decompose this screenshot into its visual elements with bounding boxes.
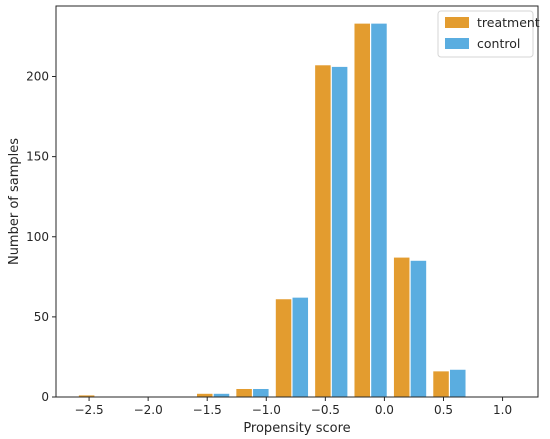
- y-tick-label: 50: [34, 310, 49, 324]
- x-tick-label: 0.5: [434, 403, 453, 417]
- bar-treatment-6: [315, 65, 331, 397]
- legend-label-control: control: [477, 36, 520, 51]
- y-axis-ticks: 0 50 100 150 200: [26, 70, 56, 404]
- y-tick-label: 200: [26, 70, 49, 84]
- bar-control-4: [253, 388, 269, 397]
- y-tick-label: 100: [26, 230, 49, 244]
- x-tick-label: 0.0: [375, 403, 394, 417]
- y-tick-label: 150: [26, 150, 49, 164]
- x-tick-label: 1.0: [493, 403, 512, 417]
- bar-treatment-9: [433, 371, 449, 397]
- plot-frame: [55, 5, 539, 398]
- y-tick-label: 0: [41, 390, 49, 404]
- y-axis-label: Number of samples: [7, 138, 22, 265]
- x-tick-label: −0.5: [311, 403, 340, 417]
- legend: treatment control: [437, 10, 540, 58]
- x-tick-label: −1.0: [252, 403, 281, 417]
- bar-control-3: [213, 393, 230, 397]
- bar-control-9: [450, 369, 466, 397]
- bar-control-8: [410, 260, 427, 397]
- x-tick-label: −2.5: [75, 403, 104, 417]
- bar-control-7: [371, 23, 387, 397]
- bar-control-5: [292, 297, 309, 397]
- bar-treatment-5: [275, 299, 292, 397]
- bars-layer: [78, 23, 466, 397]
- bar-treatment-8: [393, 257, 410, 397]
- x-tick-label: −2.0: [134, 403, 163, 417]
- bar-treatment-3: [197, 393, 213, 397]
- x-axis-label: Propensity score: [243, 421, 350, 436]
- bar-treatment-7: [354, 23, 370, 397]
- bar-treatment-4: [236, 388, 252, 397]
- bar-control-6: [331, 66, 348, 397]
- legend-swatch-control: [445, 38, 469, 49]
- bar-treatment-0: [78, 395, 95, 397]
- x-tick-label: −1.5: [193, 403, 222, 417]
- legend-label-treatment: treatment: [477, 15, 540, 30]
- legend-swatch-treatment: [445, 17, 469, 28]
- x-axis-ticks: −2.5 −2.0 −1.5 −1.0 −0.5 0.0 0.5 1.0: [75, 397, 512, 417]
